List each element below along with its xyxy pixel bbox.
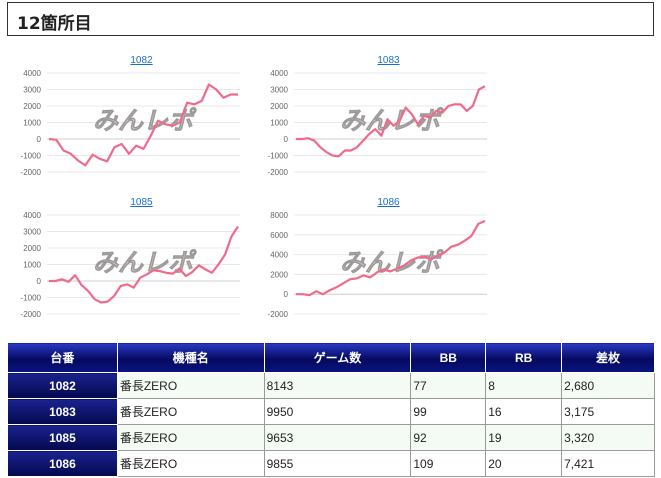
chart-1083: 1083 -2000 -1000 0 1000 2000 3000 4000 みんレポ (262, 52, 487, 177)
column-header-model: 機種名 (116, 342, 265, 373)
y-tick-label: -1000 (21, 152, 42, 161)
column-header-games: ゲーム数 (263, 342, 412, 373)
y-tick-label: -1000 (268, 152, 289, 161)
bb-count: 99 (410, 398, 487, 425)
y-tick-label: 3000 (270, 86, 288, 95)
y-tick-label: -2000 (21, 310, 42, 319)
coin-diff: 7,421 (561, 450, 655, 477)
table-row: 1083 番長ZERO 9950 99 16 3,175 (7, 398, 655, 425)
coin-diff: 3,320 (561, 424, 655, 451)
game-count: 9653 (263, 424, 412, 451)
y-tick-label: 1000 (270, 119, 288, 128)
chart-svg: 1083 -2000 -1000 0 1000 2000 3000 4000 みんレポ (268, 55, 487, 177)
y-tick-label: -2000 (268, 168, 289, 177)
table-header-row: 台番 機種名 ゲーム数 BB RB 差枚 (7, 342, 655, 373)
y-tick-label: -2000 (21, 168, 42, 177)
y-tick-label: 1000 (23, 261, 41, 270)
watermark-logo: みんレポ (340, 106, 444, 135)
rb-count: 19 (485, 424, 563, 451)
y-tick-label: -1000 (21, 294, 42, 303)
chart-title-link[interactable]: 1085 (130, 197, 153, 208)
machine-number: 1082 (7, 372, 118, 399)
y-tick-label: 2000 (270, 102, 288, 111)
y-tick-label: 2000 (23, 244, 41, 253)
chart-title-link[interactable]: 1083 (377, 55, 400, 66)
model-name: 番長ZERO (116, 424, 265, 451)
bb-count: 92 (410, 424, 487, 451)
rb-count: 16 (485, 398, 563, 425)
game-count: 9855 (263, 450, 412, 477)
series-line (296, 219, 486, 297)
chart-1082: 1082 -2000 -1000 0 1000 2000 3000 4000 みんレポ (15, 52, 240, 177)
column-header-rb: RB (485, 342, 563, 373)
y-tick-label: 0 (37, 135, 42, 144)
y-tick-label: 4000 (23, 211, 41, 220)
coin-diff: 2,680 (561, 372, 655, 399)
chart-svg: 1086 -2000 0 2000 4000 6000 8000 みんレポ (268, 197, 487, 319)
machine-number: 1086 (7, 450, 118, 477)
y-tick-label: 2000 (270, 270, 288, 279)
rb-count: 20 (485, 450, 563, 477)
series-line (49, 225, 239, 304)
bb-count: 77 (410, 372, 487, 399)
section-title: 12箇所目 (17, 14, 92, 34)
column-header-number: 台番 (7, 342, 118, 373)
chart-title-link[interactable]: 1082 (130, 55, 153, 66)
chart-1086: 1086 -2000 0 2000 4000 6000 8000 みんレポ (262, 194, 487, 319)
model-name: 番長ZERO (116, 372, 265, 399)
y-tick-label: 4000 (270, 69, 288, 78)
coin-diff: 3,175 (561, 398, 655, 425)
y-tick-label: 3000 (23, 228, 41, 237)
series-line (296, 85, 486, 158)
watermark-logo: みんレポ (93, 248, 197, 277)
table-row: 1085 番長ZERO 9653 92 19 3,320 (7, 424, 655, 451)
machine-number: 1085 (7, 424, 118, 451)
game-count: 8143 (263, 372, 412, 399)
y-tick-label: 0 (284, 135, 289, 144)
machine-number: 1083 (7, 398, 118, 425)
y-tick-label: 1000 (23, 119, 41, 128)
rb-count: 8 (485, 372, 563, 399)
bb-count: 109 (410, 450, 487, 477)
chart-1085: 1085 -2000 -1000 0 1000 2000 3000 4000 みんレポ (15, 194, 240, 319)
y-tick-label: 4000 (23, 69, 41, 78)
y-tick-label: 4000 (270, 251, 288, 260)
chart-svg: 1085 -2000 -1000 0 1000 2000 3000 4000 みんレポ (21, 197, 240, 319)
watermark-logo: みんレポ (340, 248, 444, 277)
y-tick-label: 6000 (270, 231, 288, 240)
model-name: 番長ZERO (116, 450, 265, 477)
y-tick-label: 3000 (23, 86, 41, 95)
column-header-diff: 差枚 (561, 342, 655, 373)
y-tick-label: -2000 (268, 310, 289, 319)
table-row: 1082 番長ZERO 8143 77 8 2,680 (7, 372, 655, 399)
game-count: 9950 (263, 398, 412, 425)
y-tick-label: 0 (37, 277, 42, 286)
column-header-bb: BB (410, 342, 487, 373)
y-tick-label: 8000 (270, 211, 288, 220)
machine-table: 台番 機種名 ゲーム数 BB RB 差枚 1082 番長ZERO 8143 77… (7, 342, 655, 477)
model-name: 番長ZERO (116, 398, 265, 425)
y-tick-label: 0 (284, 290, 289, 299)
table-row: 1086 番長ZERO 9855 109 20 7,421 (7, 450, 655, 477)
y-tick-label: 2000 (23, 102, 41, 111)
series-line (48, 83, 238, 167)
section-heading: 12箇所目 (7, 2, 654, 36)
chart-title-link[interactable]: 1086 (377, 197, 400, 208)
